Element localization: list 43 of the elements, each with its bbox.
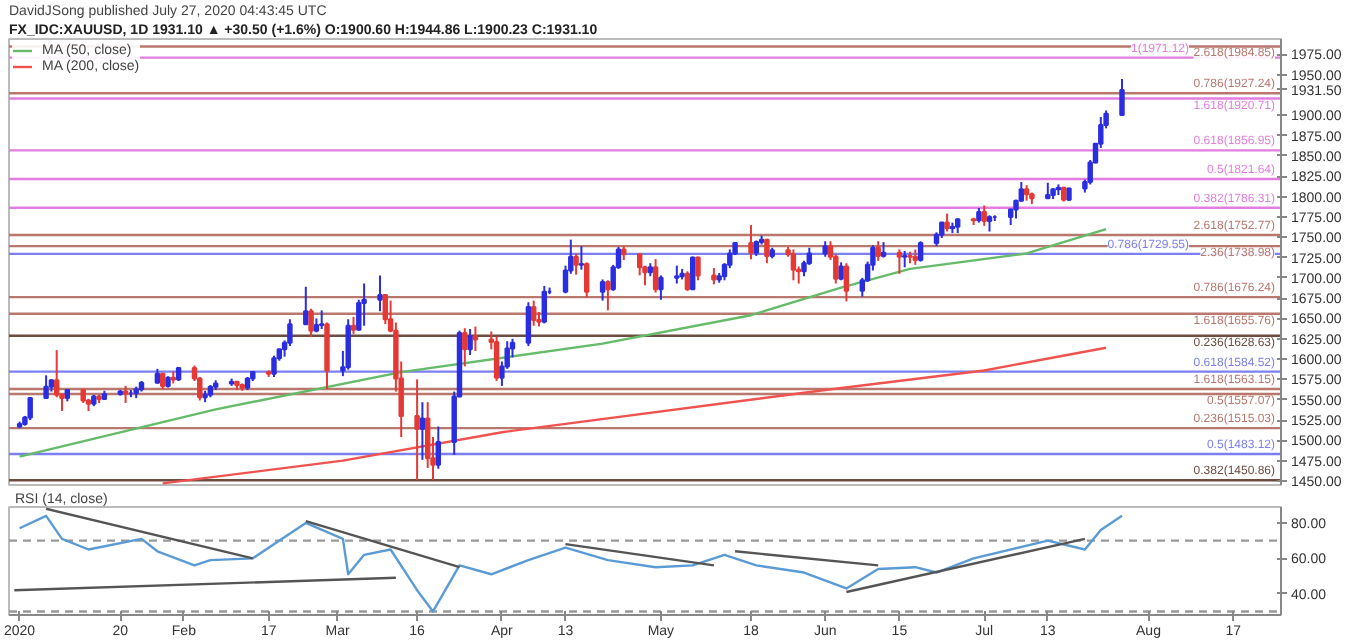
candlestick xyxy=(599,278,606,302)
candlestick xyxy=(1018,180,1025,203)
candlestick xyxy=(636,252,643,277)
candlestick xyxy=(414,378,420,482)
candlestick xyxy=(1119,77,1125,117)
candlestick xyxy=(303,285,309,326)
candlestick xyxy=(43,374,49,400)
candlestick xyxy=(419,401,426,461)
candlestick xyxy=(525,301,532,348)
candlestick xyxy=(573,252,579,276)
candlestick xyxy=(917,240,924,263)
candlestick xyxy=(462,327,468,368)
candlestick xyxy=(493,335,500,383)
candlestick xyxy=(361,282,367,327)
candlestick xyxy=(324,321,330,391)
candlestick xyxy=(541,284,548,325)
candlestick xyxy=(435,425,442,470)
candlestick xyxy=(764,237,770,265)
candlestick xyxy=(530,299,537,327)
candlestick xyxy=(271,354,277,378)
line-series xyxy=(161,346,1108,485)
candlestick xyxy=(318,309,325,331)
candlestick xyxy=(652,258,659,294)
candlestick xyxy=(843,262,850,303)
candlestick xyxy=(605,279,611,312)
candlestick xyxy=(981,204,987,227)
candlestick xyxy=(345,318,351,371)
candlestick xyxy=(790,248,797,282)
candlestick xyxy=(748,224,754,261)
candlestick xyxy=(684,270,691,292)
candlestick xyxy=(27,396,33,422)
candlestick xyxy=(583,261,590,299)
candlestick xyxy=(377,274,383,313)
candlestick xyxy=(658,274,664,301)
candlestick xyxy=(467,328,473,357)
line-series xyxy=(18,514,1124,613)
candlestick xyxy=(896,248,903,275)
candlestick xyxy=(578,245,585,271)
line-series xyxy=(18,227,1108,458)
candlestick xyxy=(875,240,881,262)
candlestick xyxy=(308,307,314,339)
candlestick xyxy=(382,293,389,326)
candlestick xyxy=(472,325,479,352)
